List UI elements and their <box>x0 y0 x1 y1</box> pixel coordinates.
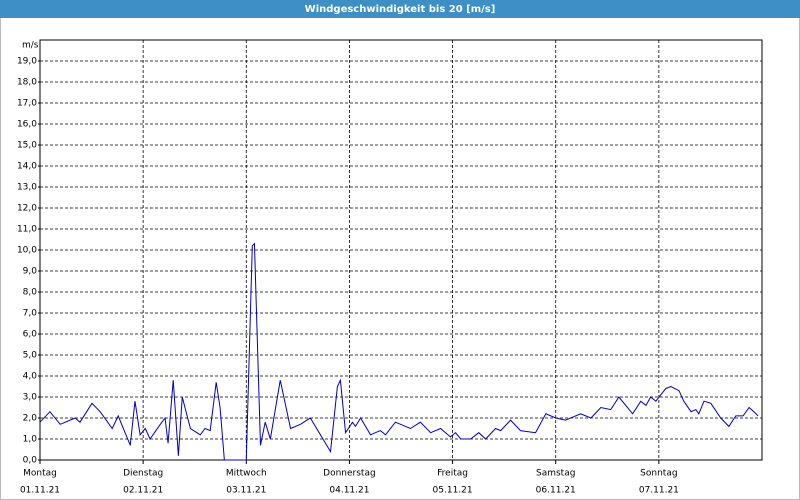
x-tick-label: Dienstag <box>123 469 163 479</box>
x-tick-sublabel: 01.11.21 <box>20 486 60 496</box>
y-tick-label: 11,0 <box>17 225 37 235</box>
x-tick-label: Sonntag <box>640 469 677 479</box>
y-tick-label: 12,0 <box>17 204 37 214</box>
x-tick-label: Montag <box>23 469 57 479</box>
y-tick-label: 7,0 <box>23 309 38 319</box>
y-unit: m/s <box>22 41 39 51</box>
x-tick-sublabel: 05.11.21 <box>433 486 473 496</box>
x-tick-label: Mittwoch <box>226 469 267 479</box>
x-tick-sublabel: 02.11.21 <box>123 486 163 496</box>
y-tick-label: 5,0 <box>23 351 38 361</box>
x-tick-sublabel: 04.11.21 <box>329 486 369 496</box>
x-tick-sublabel: 03.11.21 <box>226 486 266 496</box>
y-tick-label: 13,0 <box>17 183 37 193</box>
y-tick-label: 19,0 <box>17 57 37 67</box>
y-tick-label: 0,0 <box>23 456 38 466</box>
y-tick-label: 9,0 <box>23 267 38 277</box>
title-bar <box>0 0 800 18</box>
y-tick-label: 17,0 <box>17 99 37 109</box>
y-tick-label: 1,0 <box>23 435 38 445</box>
y-tick-label: 4,0 <box>23 372 38 382</box>
plot-border <box>39 39 763 461</box>
y-tick-label: 14,0 <box>17 162 37 172</box>
y-tick-label: 6,0 <box>23 330 38 340</box>
y-tick-label: 10,0 <box>17 246 37 256</box>
y-tick-label: 18,0 <box>17 78 37 88</box>
x-tick-sublabel: 07.11.21 <box>639 486 679 496</box>
x-tick-label: Samstag <box>536 469 575 479</box>
y-tick-label: 2,0 <box>23 414 38 424</box>
y-tick-label: 8,0 <box>23 288 38 298</box>
data-line <box>39 242 759 461</box>
y-tick-label: 15,0 <box>17 141 37 151</box>
x-tick-label: Donnerstag <box>323 469 376 479</box>
x-tick-sublabel: 06.11.21 <box>536 486 576 496</box>
y-tick-label: 3,0 <box>23 393 38 403</box>
y-tick-label: 16,0 <box>17 120 37 130</box>
x-tick-label: Freitag <box>437 469 468 479</box>
chart-title: Windgeschwindigkeit bis 20 [m/s] <box>305 4 496 15</box>
